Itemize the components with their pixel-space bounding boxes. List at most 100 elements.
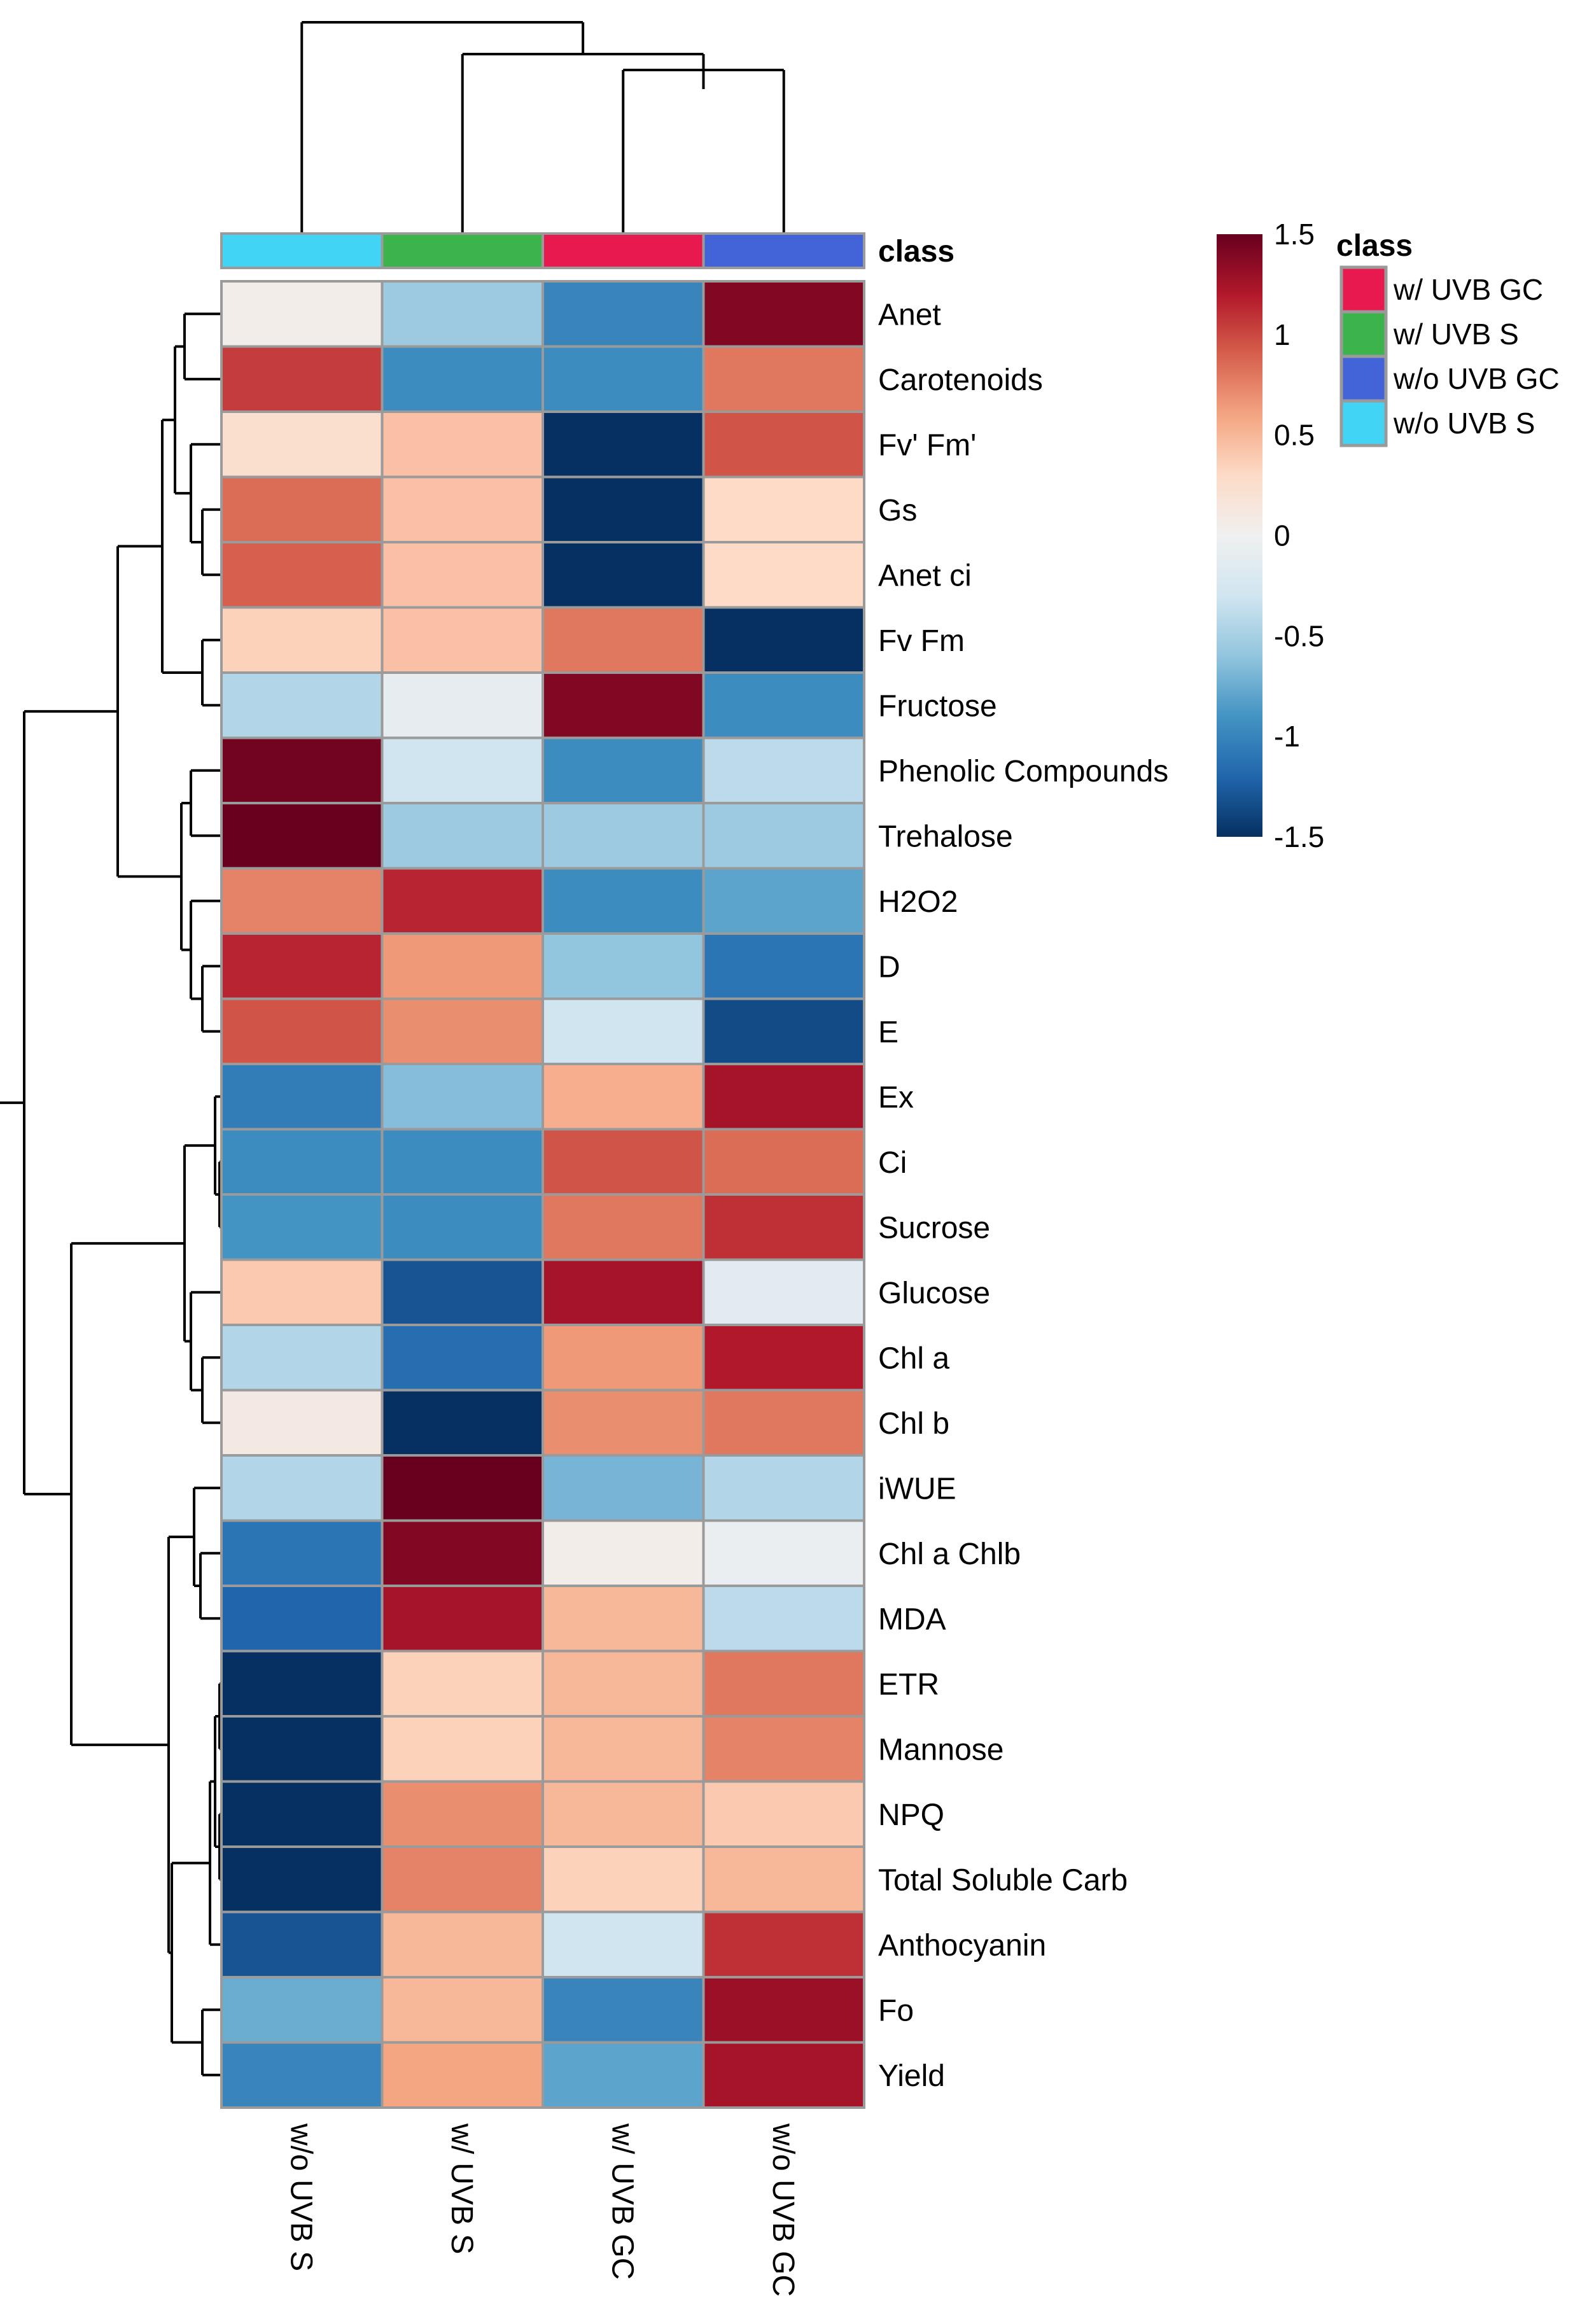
heatmap-cell <box>702 280 865 348</box>
row-label: Fv Fm <box>878 624 965 658</box>
heatmap-cell <box>702 1063 865 1131</box>
heatmap-cell <box>220 541 384 609</box>
heatmap-cell <box>220 1910 384 1978</box>
column-label: w/ UVB S <box>445 2123 479 2254</box>
heatmap-cell <box>702 1454 865 1522</box>
heatmap-cell <box>381 1976 544 2044</box>
heatmap-cell <box>702 867 865 935</box>
annotation-label: class <box>878 235 954 269</box>
row-label: E <box>878 1016 898 1049</box>
heatmap-cell <box>220 345 384 413</box>
legend-swatch <box>1339 399 1388 447</box>
row-label: Fv' Fm' <box>878 428 976 462</box>
heatmap-cell <box>702 1780 865 1848</box>
heatmap-cell <box>220 671 384 739</box>
heatmap-cell <box>381 1258 544 1326</box>
heatmap-cell <box>381 1715 544 1783</box>
heatmap-cell <box>702 1715 865 1783</box>
column-label: w/ UVB GC <box>605 2123 639 2279</box>
colorbar-tick-label: -1 <box>1274 720 1300 753</box>
heatmap-cell <box>381 606 544 674</box>
colorbar-tick-label: 1.5 <box>1274 218 1315 251</box>
row-label: Total Soluble Carb <box>878 1863 1128 1897</box>
row-label: iWUE <box>878 1472 956 1506</box>
heatmap-cell <box>542 1454 705 1522</box>
row-label: Carotenoids <box>878 363 1043 397</box>
annotation-cell <box>381 232 544 269</box>
heatmap-cell <box>702 1910 865 1978</box>
row-label: Chl a Chlb <box>878 1537 1021 1571</box>
legend-swatch <box>1339 265 1388 314</box>
legend-swatch <box>1339 310 1388 358</box>
row-label: NPQ <box>878 1798 944 1832</box>
heatmap-cell <box>542 1063 705 1131</box>
heatmap-cell <box>220 410 384 479</box>
heatmap-cell <box>542 475 705 543</box>
row-label: Anet <box>878 298 941 332</box>
heatmap-cell <box>220 802 384 870</box>
heatmap-cell <box>381 1585 544 1653</box>
row-label: Chl a <box>878 1341 949 1375</box>
heatmap-cell <box>702 932 865 1000</box>
heatmap-cell <box>381 410 544 479</box>
heatmap-cell <box>381 1845 544 1914</box>
heatmap-cells <box>220 280 865 2109</box>
heatmap-cell <box>542 1519 705 1587</box>
column-label: w/o UVB GC <box>766 2123 800 2297</box>
heatmap-cell <box>381 1780 544 1848</box>
row-label: ETR <box>878 1668 939 1702</box>
heatmap-cell <box>542 1193 705 1261</box>
heatmap-cell <box>542 1585 705 1653</box>
heatmap-cell <box>702 736 865 804</box>
heatmap-cell <box>381 1454 544 1522</box>
row-label: Ci <box>878 1146 907 1180</box>
heatmap-cell <box>542 1715 705 1783</box>
row-label: Glucose <box>878 1277 990 1310</box>
class-legend: w/ UVB GC w/ UVB S w/o UVB GC w/o UVB S <box>1339 265 1560 447</box>
annotation-cell <box>542 232 705 269</box>
annotation-cell <box>702 232 865 269</box>
colorbar-tick-label: -1.5 <box>1274 820 1324 853</box>
legend-swatch <box>1339 354 1388 403</box>
heatmap-cell <box>381 997 544 1065</box>
heatmap-cell <box>220 997 384 1065</box>
legend-title: class <box>1336 229 1413 263</box>
colorbar-tick-label: 0 <box>1274 519 1290 552</box>
heatmap-cell <box>542 997 705 1065</box>
heatmap-cell <box>381 1324 544 1392</box>
heatmap-cell <box>381 867 544 935</box>
heatmap-cell <box>702 802 865 870</box>
heatmap-cell <box>542 802 705 870</box>
heatmap-cell <box>702 1519 865 1587</box>
heatmap-cell <box>381 736 544 804</box>
heatmap-cell <box>220 1063 384 1131</box>
heatmap-cell <box>381 932 544 1000</box>
heatmap-cell <box>542 1389 705 1457</box>
heatmap-cell <box>220 475 384 543</box>
row-label: Sucrose <box>878 1211 990 1245</box>
heatmap-cell <box>381 541 544 609</box>
heatmap-cell <box>542 1128 705 1196</box>
heatmap-cell <box>381 475 544 543</box>
heatmap-cell <box>220 1193 384 1261</box>
heatmap-cell <box>381 345 544 413</box>
heatmap-cell <box>702 541 865 609</box>
heatmap-cell <box>220 1519 384 1587</box>
heatmap-cell <box>381 1649 544 1718</box>
heatmap-cell <box>702 606 865 674</box>
heatmap-cell <box>542 1910 705 1978</box>
heatmap-cell <box>381 2041 544 2109</box>
heatmap-cell <box>220 1324 384 1392</box>
heatmap-cell <box>542 671 705 739</box>
heatmap-cell <box>220 1780 384 1848</box>
heatmap-cell <box>702 997 865 1065</box>
heatmap-cell <box>702 475 865 543</box>
column-dendrogram <box>300 21 785 234</box>
heatmap-cell <box>542 410 705 479</box>
row-label: Anthocyanin <box>878 1929 1046 1963</box>
legend-label: w/o UVB S <box>1393 407 1535 440</box>
heatmap-cell <box>220 1454 384 1522</box>
legend-label: w/o UVB GC <box>1393 362 1560 395</box>
heatmap-cell <box>702 1128 865 1196</box>
heatmap-cell <box>220 932 384 1000</box>
